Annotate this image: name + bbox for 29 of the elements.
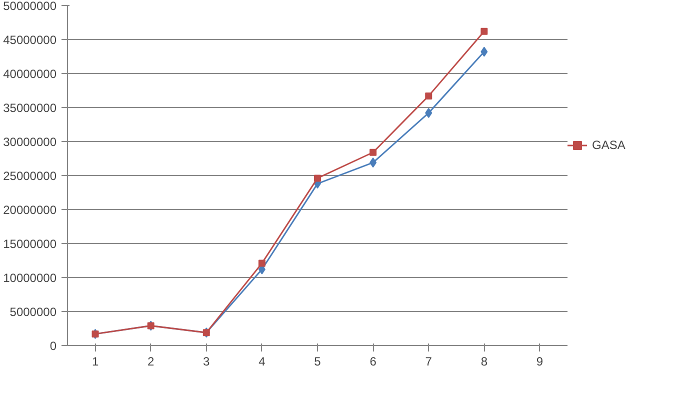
y-tick-label: 40000000 [3,67,57,81]
x-tick-label: 1 [92,354,99,368]
x-tick-label: 4 [258,354,266,368]
y-tick-label: 5000000 [10,305,57,319]
point [370,158,377,168]
x-tick-label: 6 [370,354,377,368]
y-tick-label: 0 [50,339,57,353]
y-tick-label: 50000000 [3,0,57,13]
y-tick-label: 20000000 [3,203,57,217]
y-tick-label: 35000000 [3,101,57,115]
point [425,92,432,100]
y-tick-label: 10000000 [3,271,57,285]
x-tick-label: 7 [425,354,432,368]
point [480,46,488,57]
point [370,148,377,156]
point [425,108,432,118]
point [314,174,321,182]
point [480,28,488,35]
y-tick-label: 25000000 [3,169,57,183]
x-tick-label: 9 [536,354,544,368]
y-tick-label: 30000000 [3,135,57,149]
legend-label: GASA [592,138,626,152]
x-tick-label: 5 [314,354,322,368]
y-tick-label: 15000000 [3,237,57,251]
point [258,260,266,267]
x-tick-label: 8 [480,354,488,368]
y-tick-label: 45000000 [3,33,57,47]
x-tick-label: 3 [203,354,210,368]
x-tick-label: 2 [147,354,154,368]
